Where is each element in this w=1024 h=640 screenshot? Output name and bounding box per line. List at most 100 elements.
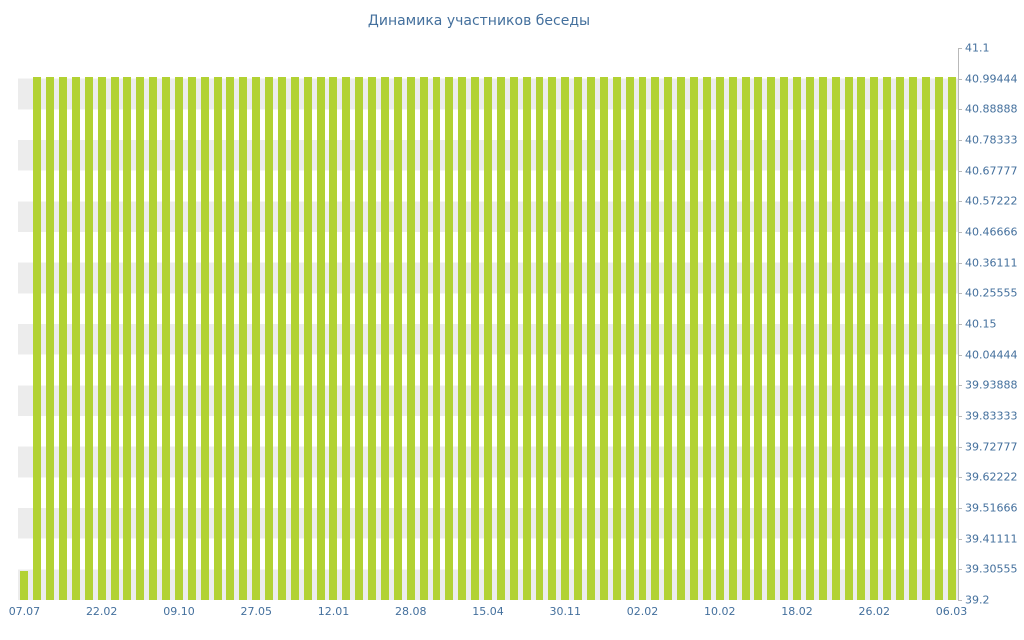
bar [625, 77, 634, 600]
y-axis-label: 40.99444 [965, 72, 1018, 86]
bar [110, 77, 119, 600]
bar [741, 77, 750, 600]
y-axis-tick [958, 201, 962, 203]
bar [200, 77, 209, 600]
y-axis-tick [958, 385, 962, 387]
x-axis-label: 27.05 [240, 605, 272, 618]
bar [149, 77, 158, 600]
bar [290, 77, 299, 600]
bar [252, 77, 261, 600]
y-axis-label: 40.04444 [965, 348, 1018, 362]
bar [677, 77, 686, 600]
plot-area [18, 48, 958, 600]
bar [97, 77, 106, 600]
y-axis-label: 39.41111 [965, 532, 1018, 546]
bar [445, 77, 454, 600]
y-axis-label: 39.93888 [965, 378, 1018, 392]
bar [715, 77, 724, 600]
bar [406, 77, 415, 600]
bar [844, 77, 853, 600]
bar [896, 77, 905, 600]
bar [754, 77, 763, 600]
y-axis-tick [958, 109, 962, 111]
bar [664, 77, 673, 600]
bar [59, 77, 68, 600]
bar [432, 77, 441, 600]
y-axis-label: 40.36111 [965, 256, 1018, 270]
y-axis-label: 40.15 [965, 317, 997, 331]
y-axis-label: 39.62222 [965, 470, 1018, 484]
bar [702, 77, 711, 600]
y-axis-label: 41.1 [965, 41, 990, 55]
x-axis-label: 09.10 [163, 605, 195, 618]
bar [342, 77, 351, 600]
bar [522, 77, 531, 600]
bar [857, 77, 866, 600]
bar [355, 77, 364, 600]
bar [535, 77, 544, 600]
y-axis-tick [958, 538, 962, 540]
bar [484, 77, 492, 600]
y-axis-tick [958, 293, 962, 295]
bar [393, 77, 402, 600]
bar [638, 77, 647, 600]
y-axis-tick [958, 232, 962, 233]
y-axis-tick [958, 170, 962, 172]
y-axis-tick [958, 446, 962, 448]
bar [136, 77, 145, 600]
y-axis-label: 40.88888 [965, 102, 1018, 116]
y-axis-label: 40.67777 [965, 164, 1018, 178]
bar [728, 77, 737, 600]
x-axis-label: 30.11 [549, 605, 582, 618]
bar [316, 77, 325, 600]
bar [226, 77, 235, 600]
bar [793, 77, 802, 600]
bar [458, 77, 467, 600]
bar [921, 77, 930, 600]
y-axis-tick [958, 508, 962, 509]
y-axis-label: 39.2 [965, 593, 990, 607]
bar [368, 77, 377, 600]
bar [265, 77, 274, 600]
bar [548, 77, 557, 600]
x-axis-label: 12.01 [317, 605, 350, 618]
y-axis-tick [958, 324, 962, 325]
bar [174, 77, 183, 600]
bar [380, 77, 389, 600]
bar [123, 77, 132, 600]
y-axis-label: 40.78333 [965, 133, 1018, 147]
bar [329, 77, 338, 600]
bar [651, 77, 660, 600]
bar [496, 77, 505, 600]
y-axis-tick [958, 78, 962, 80]
bar [509, 77, 518, 600]
y-axis-label: 39.51666 [965, 501, 1018, 515]
y-axis-label: 39.83333 [965, 409, 1018, 423]
bar [561, 77, 570, 600]
x-axis-label: 07.07 [8, 605, 41, 618]
bar [831, 77, 840, 600]
bar [934, 77, 943, 600]
bars-container [18, 48, 958, 600]
y-axis-tick [958, 354, 962, 356]
x-axis-label: 28.08 [394, 605, 427, 618]
chart-title: Динамика участников беседы [367, 13, 591, 29]
y-axis-label: 40.57222 [965, 194, 1018, 208]
bar [780, 77, 789, 600]
x-axis-label: 15.04 [472, 605, 504, 618]
bar [947, 77, 956, 600]
bar [20, 570, 29, 600]
y-axis-tick [958, 600, 962, 601]
bar [71, 77, 80, 600]
y-axis-label: 39.30555 [965, 562, 1018, 576]
bar [612, 77, 621, 600]
y-axis-tick [958, 416, 962, 417]
y-axis-tick [958, 569, 962, 571]
bar [690, 77, 698, 600]
x-axis-label: 06.03 [935, 605, 968, 618]
bar [818, 77, 827, 600]
x-axis-label: 22.02 [85, 605, 118, 618]
bar [574, 77, 583, 600]
bar [239, 77, 248, 600]
